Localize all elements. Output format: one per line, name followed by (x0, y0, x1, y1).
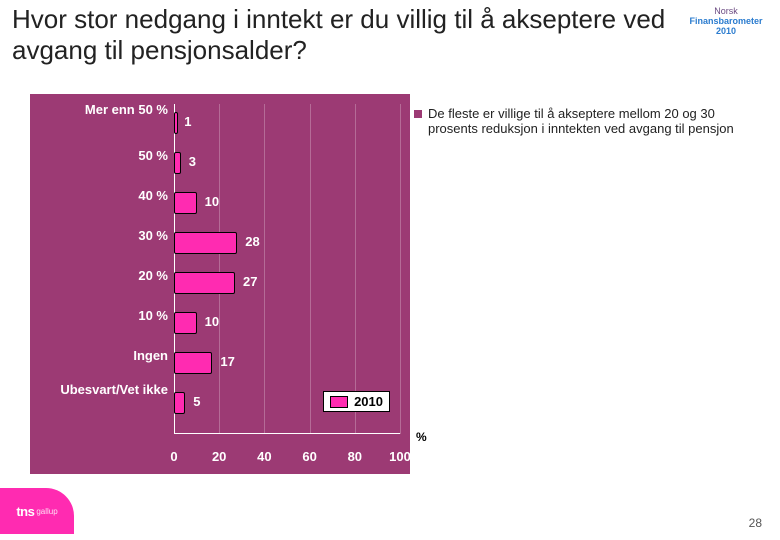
bar-chart: Mer enn 50 % 1 50 % 3 40 % 10 30 % 28 20 % 27 10 %… (30, 94, 410, 474)
category-label: Ubesvart/Vet ikke (40, 382, 168, 398)
x-tick: 0 (170, 449, 177, 464)
brand-stamp: Norsk Finansbarometer 2010 (676, 6, 776, 36)
bar (174, 272, 235, 294)
category-label: Mer enn 50 % (40, 102, 168, 118)
value-label: 17 (220, 354, 234, 369)
bar (174, 232, 237, 254)
bar (174, 392, 185, 414)
x-tick: 80 (348, 449, 362, 464)
bar (174, 112, 178, 134)
page-number: 28 (749, 516, 762, 530)
chart-legend: 2010 (323, 391, 390, 412)
value-label: 10 (205, 194, 219, 209)
value-label: 27 (243, 274, 257, 289)
page: Hvor stor nedgang i inntekt er du villig… (0, 0, 780, 540)
page-title: Hvor stor nedgang i inntekt er du villig… (12, 4, 672, 66)
value-label: 5 (193, 394, 200, 409)
category-label: 30 % (40, 228, 168, 244)
legend-label: 2010 (354, 394, 383, 409)
value-label: 28 (245, 234, 259, 249)
value-label: 3 (189, 154, 196, 169)
legend-swatch (330, 396, 348, 408)
stamp-line3: 2010 (676, 26, 776, 36)
bar (174, 152, 181, 174)
x-axis-unit: % (416, 430, 427, 444)
x-axis: 020406080100 (174, 440, 400, 464)
category-label: 10 % (40, 308, 168, 324)
logo: tns gallup (0, 488, 74, 534)
category-label: Ingen (40, 348, 168, 364)
gridline (400, 104, 401, 434)
stamp-line1: Norsk (676, 6, 776, 16)
category-label: 20 % (40, 268, 168, 284)
annotation-bullet-icon (414, 110, 422, 118)
x-tick: 40 (257, 449, 271, 464)
logo-subtext: gallup (36, 507, 57, 516)
x-tick: 100 (389, 449, 411, 464)
value-label: 1 (184, 114, 191, 129)
bar (174, 192, 197, 214)
logo-text: tns (16, 504, 34, 519)
stamp-line2: Finansbarometer (676, 16, 776, 26)
x-tick: 60 (302, 449, 316, 464)
bar (174, 352, 212, 374)
category-label: 50 % (40, 148, 168, 164)
value-label: 10 (205, 314, 219, 329)
bar (174, 312, 197, 334)
x-tick: 20 (212, 449, 226, 464)
category-label: 40 % (40, 188, 168, 204)
annotation-text: De fleste er villige til å akseptere mel… (428, 106, 764, 136)
plot-area: Mer enn 50 %150 %340 %1030 %2820 %2710 %… (174, 104, 400, 434)
